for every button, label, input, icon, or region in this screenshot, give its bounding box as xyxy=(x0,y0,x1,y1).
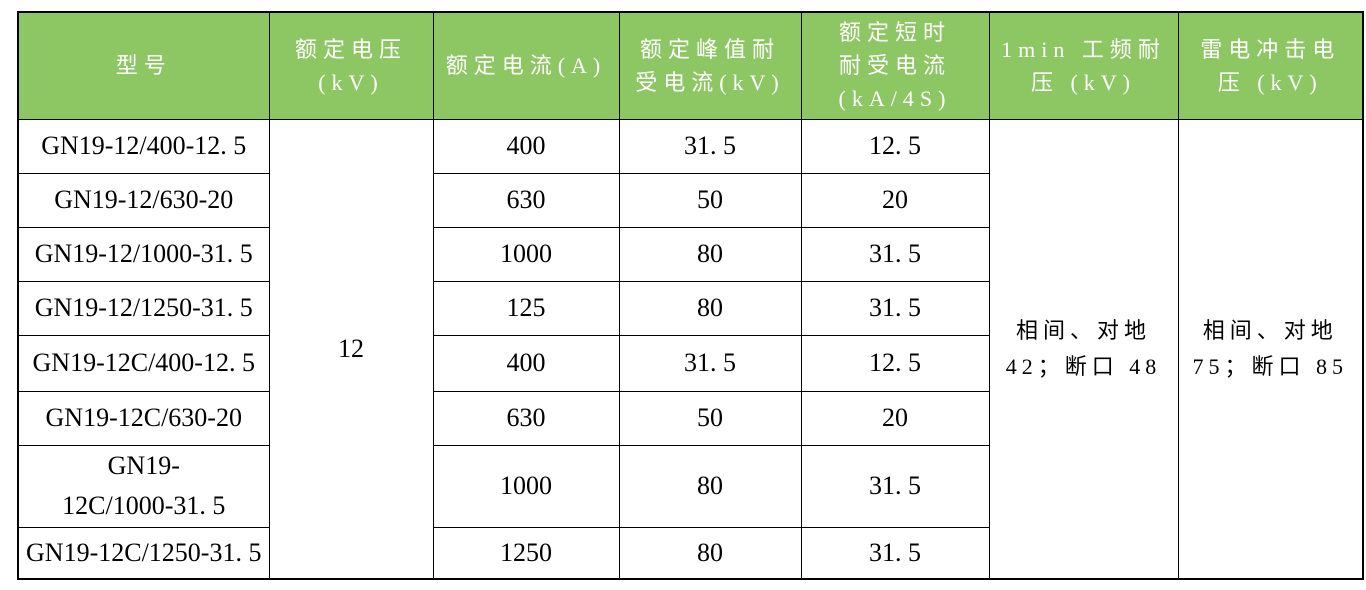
model-cell: GN19-12/1250-31. 5 xyxy=(17,280,270,336)
peak-cell: 80 xyxy=(618,226,802,282)
current-cell: 400 xyxy=(432,334,620,392)
col-header-rated-voltage: 额定电压 (kV) xyxy=(268,11,434,120)
model-cell: GN19- 12C/1000-31. 5 xyxy=(17,444,270,528)
rated-voltage-merged-cell: 12 xyxy=(268,118,434,580)
current-cell: 1000 xyxy=(432,444,620,528)
short-time-cell: 31. 5 xyxy=(800,526,990,580)
current-cell: 1000 xyxy=(432,226,620,282)
short-time-cell: 31. 5 xyxy=(800,444,990,528)
power-freq-merged-cell: 相间、对地 42；断口 48 xyxy=(988,118,1179,580)
table-row: GN19-12C/400-12. 5 400 31. 5 12. 5 xyxy=(17,334,1363,392)
short-time-cell: 12. 5 xyxy=(800,334,990,392)
model-cell: GN19-12C/630-20 xyxy=(17,390,270,446)
peak-cell: 80 xyxy=(618,444,802,528)
spec-table: 型号 额定电压 (kV) 额定电流(A) 额定峰值耐 受电流(kV) 额定短时 … xyxy=(17,11,1364,580)
table-row: GN19-12/400-12. 5 12 400 31. 5 12. 5 相间、… xyxy=(17,118,1364,580)
current-cell: 630 xyxy=(432,172,620,228)
table-row: GN19-12C/1250-31. 5 1250 80 31. 5 xyxy=(17,526,1363,580)
col-header-lightning-impulse-voltage: 雷电冲击电 压 (kV) xyxy=(1177,11,1364,120)
current-cell: 630 xyxy=(432,390,620,446)
col-header-peak-withstand-current: 额定峰值耐 受电流(kV) xyxy=(618,11,802,120)
short-time-cell: 12. 5 xyxy=(800,118,990,174)
peak-cell: 31. 5 xyxy=(618,334,802,392)
short-time-cell: 20 xyxy=(800,390,990,446)
peak-cell: 50 xyxy=(618,172,802,228)
lightning-impulse-merged-cell: 相间、对地 75；断口 85 xyxy=(1177,118,1364,580)
model-cell: GN19-12/1000-31. 5 xyxy=(17,226,270,282)
peak-cell: 80 xyxy=(618,526,802,580)
short-time-cell: 31. 5 xyxy=(800,226,990,282)
table-row: GN19- 12C/1000-31. 5 1000 80 31. 5 xyxy=(17,444,1363,528)
col-header-model: 型号 xyxy=(17,11,270,120)
peak-cell: 31. 5 xyxy=(618,118,802,174)
current-cell: 125 xyxy=(432,280,620,336)
model-cell: GN19-12/630-20 xyxy=(17,172,270,228)
peak-cell: 50 xyxy=(618,390,802,446)
col-header-rated-current: 额定电流(A) xyxy=(432,11,620,120)
header-row: 型号 额定电压 (kV) 额定电流(A) 额定峰值耐 受电流(kV) 额定短时 … xyxy=(17,11,1364,120)
model-cell: GN19-12C/400-12. 5 xyxy=(17,334,270,392)
col-header-short-time-withstand-current: 额定短时 耐受电流 (kA/4S) xyxy=(800,11,990,120)
short-time-cell: 20 xyxy=(800,172,990,228)
current-cell: 1250 xyxy=(432,526,620,580)
table-row: GN19-12/1000-31. 5 1000 80 31. 5 xyxy=(17,226,1363,282)
table-row: GN19-12/1250-31. 5 125 80 31. 5 xyxy=(17,280,1363,336)
short-time-cell: 31. 5 xyxy=(800,280,990,336)
model-cell: GN19-12C/1250-31. 5 xyxy=(17,526,270,580)
model-cell: GN19-12/400-12. 5 xyxy=(17,118,270,174)
peak-cell: 80 xyxy=(618,280,802,336)
table-row: GN19-12C/630-20 630 50 20 xyxy=(17,390,1363,446)
current-cell: 400 xyxy=(432,118,620,174)
col-header-power-freq-withstand-voltage: 1min 工频耐 压 (kV) xyxy=(988,11,1179,120)
